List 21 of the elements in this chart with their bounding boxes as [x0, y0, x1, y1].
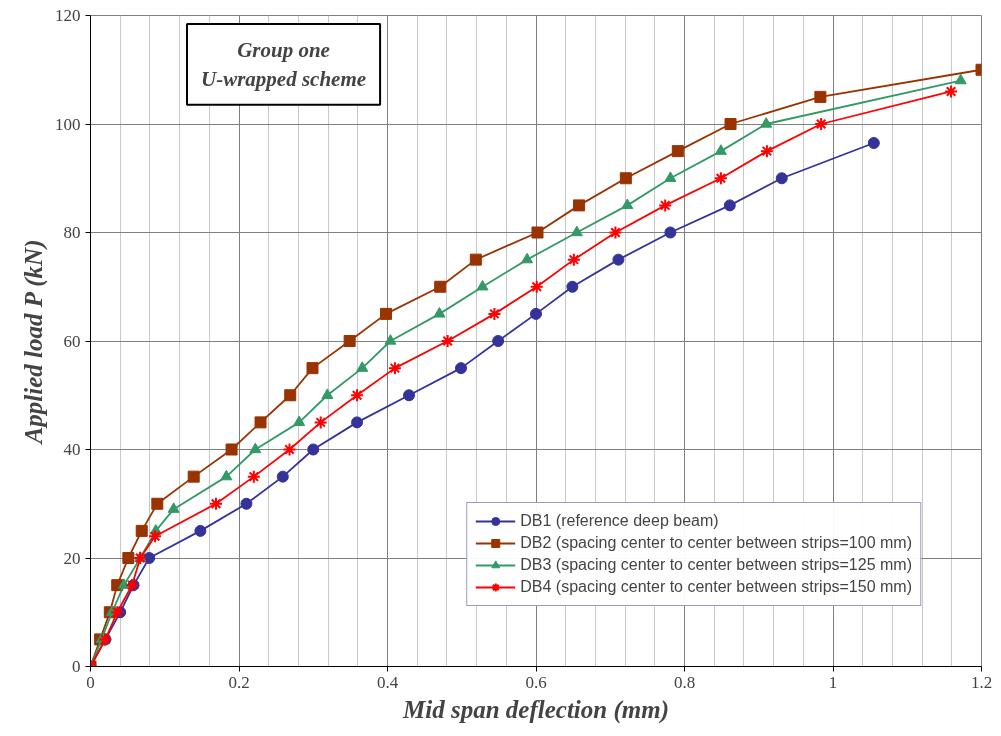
x-axis-title: Mid span deflection (mm) — [402, 695, 669, 724]
legend-label: DB2 (spacing center to center between strips=100 mm) — [520, 534, 912, 552]
y-tick-label: 120 — [55, 6, 81, 25]
y-tick-label: 40 — [63, 440, 81, 459]
y-tick-label: 0 — [72, 657, 81, 676]
y-tick-label: 80 — [63, 223, 81, 242]
x-tick-label: 0.4 — [376, 672, 399, 692]
legend-label: DB3 (spacing center to center between strips=125 mm) — [520, 556, 912, 574]
legend-label: DB1 (reference deep beam) — [520, 512, 719, 530]
x-tick-label: 0 — [86, 672, 95, 692]
text: Group one U-wrapped scheme — [201, 37, 367, 91]
y-axis-title: Applied load P (kN) — [20, 239, 48, 446]
y-tick-label: 20 — [63, 548, 81, 568]
x-tick-label: 1 — [828, 672, 838, 692]
x-tick-label: 1.2 — [970, 672, 993, 692]
legend-label: DB4 (spacing center to center between strips=150 mm) — [520, 578, 912, 596]
y-tick-label: 100 — [55, 114, 81, 134]
y-tick-label: 60 — [63, 331, 81, 351]
x-tick-label: 0.2 — [228, 672, 250, 692]
x-tick-label: 0.8 — [673, 672, 696, 692]
x-tick-label: 0.6 — [525, 672, 547, 692]
